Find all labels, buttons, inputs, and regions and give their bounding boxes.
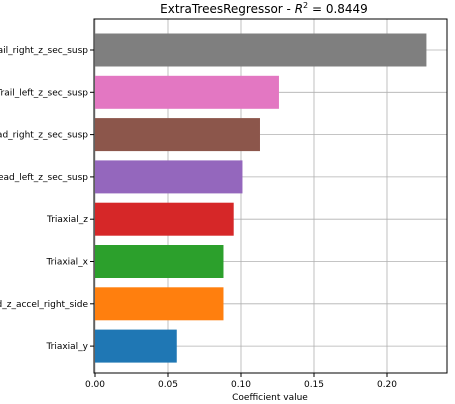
y-tick-label: Lead_left_z_sec_susp [0,173,88,183]
bar [95,329,177,363]
bar [95,33,427,67]
y-tick-label: Lead_right_z_sec_susp [0,131,88,141]
y-tick-label: Triaxial_x [45,258,88,268]
x-tick-label: 0.00 [85,380,105,390]
bar [95,245,224,278]
x-tick-label: 0.20 [377,380,397,390]
y-tick-label: Triaxial_y [45,342,88,352]
bar [95,287,224,321]
x-tick-label: 0.05 [158,380,178,390]
plot-frame [93,18,448,374]
chart-title: ExtraTreesRegressor - R2 = 0.8449 [160,1,368,16]
y-axis: Trail_right_z_sec_susp Trail_left_z_sec_s… [0,46,94,352]
bar [95,160,243,194]
y-tick-label: Trail_right_z_sec_susp [0,46,88,56]
y-tick-label: Lead_z_accel_right_side [0,300,88,310]
x-axis: 0.00 0.05 0.10 0.15 0.20 [85,373,397,390]
bar [95,75,279,109]
bar [95,202,234,236]
bars-layer [95,33,427,363]
x-axis-label: Coefficient value [232,393,308,403]
y-tick-label: Trail_left_z_sec_susp [0,88,88,98]
x-tick-label: 0.15 [304,380,324,390]
bar [95,118,260,152]
x-tick-label: 0.10 [231,380,251,390]
y-tick-label: Triaxial_z [46,215,88,225]
